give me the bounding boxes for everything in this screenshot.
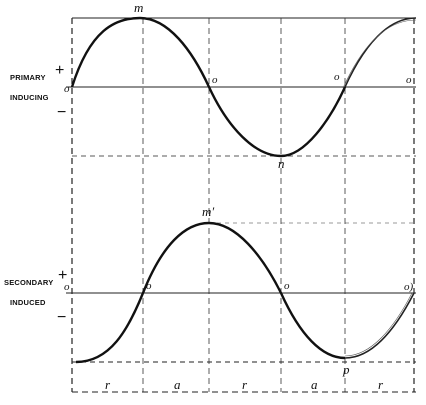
segment-label-r2: r [242,377,248,392]
lower-plus-sign: + [58,267,67,284]
secondary-label: SECONDARY [4,278,53,287]
segment-label-a1: a [174,377,181,392]
upper-peak-label: m [134,0,143,15]
inducing-label: INDUCING [10,93,49,102]
primary-label: PRIMARY [10,73,46,82]
induced-label: INDUCED [10,298,46,307]
segment-labels: r a r a r [72,377,416,393]
lower-minus-sign: − [57,309,66,326]
segment-label-a2: a [311,377,318,392]
upper-zero-label-4: o [406,74,412,86]
secondary-curve [75,221,346,364]
lower-peak-label: m′ [202,204,214,219]
lower-zero-label-2: o [146,280,152,292]
primary-curve [70,16,347,158]
segment-label-r3: r [378,377,384,392]
lower-trough-label: p [342,362,350,377]
upper-plus-sign: + [55,62,64,79]
segment-label-r1: r [105,377,111,392]
upper-trough-label: n [278,156,285,171]
lower-zero-label-1: o [64,281,70,293]
upper-zero-label-3: o [334,71,340,83]
secondary-curve-tail-2 [344,292,413,357]
lower-graph: SECONDARY INDUCED + − m′ p o o o o) [4,204,416,377]
upper-zero-label-2: o [212,74,218,86]
lower-zero-label-3: o [284,280,290,292]
upper-zero-label-1: o [64,83,70,95]
primary-curve-tail-2 [342,19,417,89]
upper-graph: PRIMARY INDUCING + − m n o o o o [10,0,417,392]
lower-zero-label-4: o) [404,281,414,293]
upper-minus-sign: − [57,104,66,121]
secondary-curve-tail [344,292,415,359]
